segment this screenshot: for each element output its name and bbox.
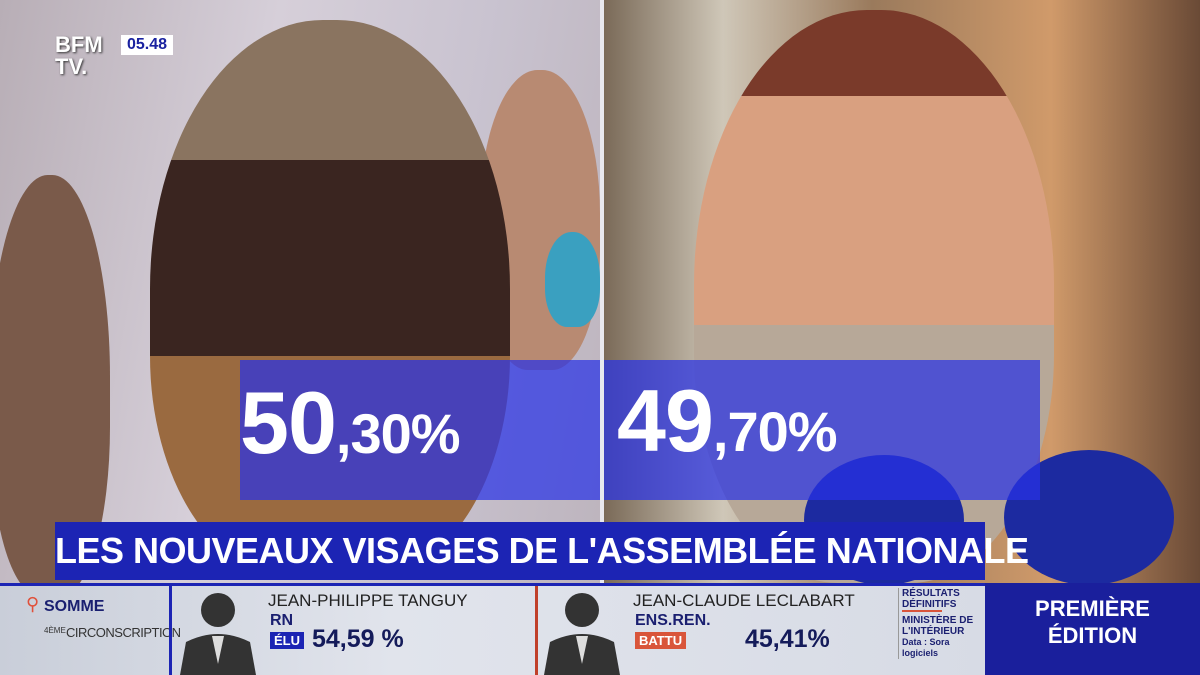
candidate-score: 54,59 % — [312, 625, 404, 653]
results-ticker: ⚲ SOMME 4ÈME CIRCONSCRIPTION JEAN-PHILIP… — [0, 583, 985, 675]
score-left: 50,30% — [240, 372, 461, 474]
department: SOMME — [44, 598, 105, 615]
district: CIRCONSCRIPTION — [66, 625, 181, 640]
candidate-silhouette-icon — [544, 593, 620, 675]
score-band-right — [604, 360, 1040, 500]
separator — [169, 586, 172, 675]
separator — [535, 586, 538, 675]
map-pin-icon: ⚲ — [26, 594, 40, 614]
bystander-left — [0, 175, 110, 583]
left-video-feed — [0, 0, 600, 583]
clock: 05.48 — [121, 35, 174, 55]
program-line: PREMIÈRE — [1035, 596, 1150, 621]
score-right-main: 49 — [617, 371, 714, 470]
headline-banner: LES NOUVEAUX VISAGES DE L'ASSEMBLÉE NATI… — [55, 522, 1029, 580]
source-line: L'INTÉRIEUR — [902, 626, 965, 637]
source-info: RÉSULTATS DÉFINITIFS MINISTÈRE DE L'INTÉ… — [898, 588, 984, 659]
status-badge: BATTU — [635, 632, 687, 649]
source-line: RÉSULTATS — [902, 588, 960, 599]
score-band-left — [240, 360, 600, 500]
microphone — [545, 232, 600, 327]
candidate-name: JEAN-PHILIPPE TANGUY — [268, 591, 468, 610]
program-line: ÉDITION — [1047, 623, 1138, 648]
score-left-main: 50 — [240, 373, 337, 472]
program-title: PREMIÈRE ÉDITION — [985, 583, 1200, 675]
status-badge: ÉLU — [270, 632, 304, 649]
candidate-party: ENS.REN. — [635, 612, 711, 629]
score-left-decimals: ,30% — [335, 402, 461, 465]
district-ordinal: 4ÈME — [44, 626, 66, 635]
candidate-party: RN — [270, 612, 294, 629]
score-right: 49,70% — [617, 370, 838, 472]
candidate-name: JEAN-CLAUDE LECLABART — [633, 591, 855, 610]
bfmtv-logo: BFM TV. — [55, 32, 103, 79]
split-divider — [600, 0, 604, 583]
candidate-silhouette-icon — [180, 593, 256, 675]
candidate-score: 45,41% — [745, 625, 830, 653]
source-line: DÉFINITIFS — [902, 599, 957, 612]
source-line: Data : Sora logiciels — [902, 637, 950, 658]
score-right-decimals: ,70% — [712, 400, 838, 463]
source-line: MINISTÈRE DE — [902, 615, 974, 626]
